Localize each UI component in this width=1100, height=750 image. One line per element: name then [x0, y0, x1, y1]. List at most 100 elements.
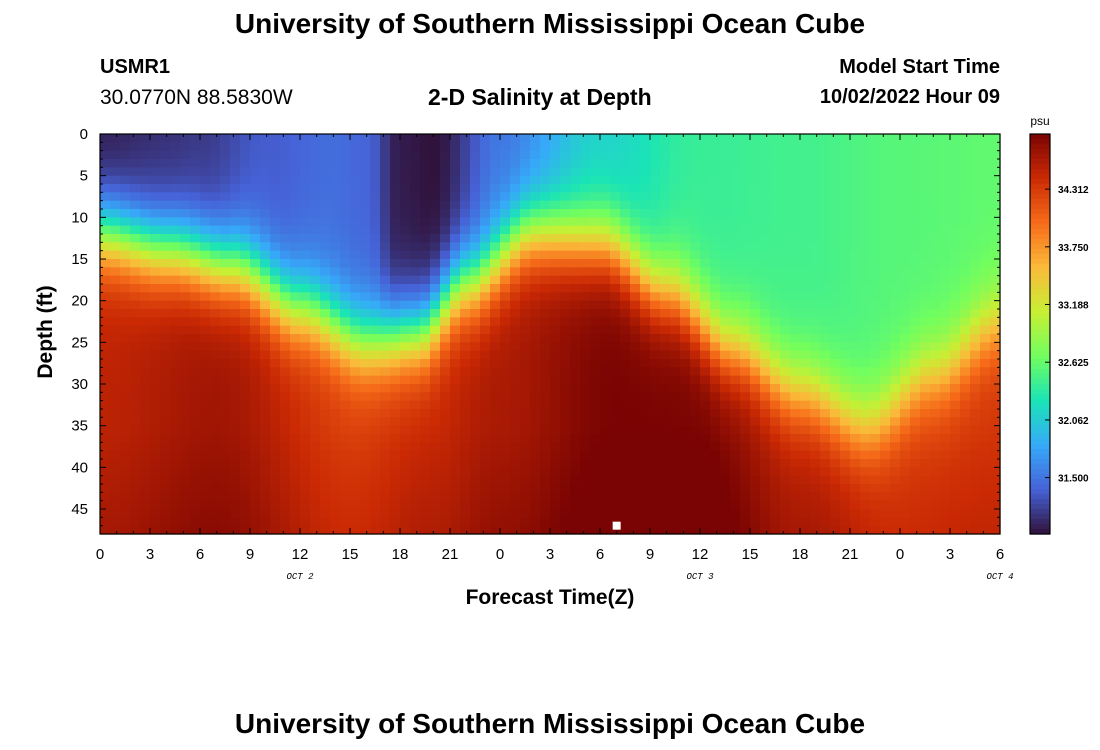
heatmap-cell	[990, 417, 1001, 427]
heatmap-cell	[170, 167, 181, 177]
heatmap-cell	[140, 142, 151, 152]
heatmap-cell	[530, 142, 541, 152]
heatmap-cell	[560, 184, 571, 193]
heatmap-cell	[500, 442, 511, 452]
heatmap-cell	[730, 217, 741, 227]
heatmap-cell	[810, 525, 821, 535]
heatmap-cell	[240, 334, 251, 343]
heatmap-cell	[740, 150, 751, 160]
heatmap-cell	[120, 217, 131, 227]
heatmap-cell	[500, 292, 511, 302]
heatmap-cell	[460, 475, 471, 485]
heatmap-cell	[280, 225, 291, 235]
heatmap-cell	[890, 500, 901, 510]
heatmap-cell	[700, 367, 711, 377]
heatmap-cell	[360, 442, 371, 452]
heatmap-cell	[780, 350, 791, 360]
heatmap-cell	[180, 450, 191, 460]
heatmap-cell	[590, 525, 601, 535]
heatmap-cell	[530, 517, 541, 527]
heatmap-cell	[680, 350, 691, 360]
heatmap-cell	[800, 517, 811, 527]
heatmap-cell	[570, 217, 581, 227]
heatmap-cell	[930, 242, 941, 252]
heatmap-cell	[630, 225, 641, 235]
heatmap-cell	[500, 209, 511, 218]
heatmap-cell	[560, 292, 571, 302]
heatmap-cell	[450, 484, 461, 493]
heatmap-cell	[200, 467, 211, 477]
heatmap-cell	[570, 242, 581, 252]
heatmap-cell	[170, 434, 181, 443]
heatmap-cell	[620, 275, 631, 285]
heatmap-cell	[190, 425, 201, 435]
heatmap-cell	[220, 217, 231, 227]
heatmap-cell	[760, 150, 771, 160]
heatmap-cell	[320, 184, 331, 193]
heatmap-cell	[860, 259, 871, 268]
heatmap-cell	[370, 284, 381, 293]
heatmap-cell	[490, 267, 501, 277]
heatmap-cell	[640, 400, 651, 410]
heatmap-cell	[410, 325, 421, 335]
heatmap-cell	[820, 292, 831, 302]
heatmap-cell	[180, 259, 191, 268]
heatmap-cell	[260, 184, 271, 193]
heatmap-cell	[410, 425, 421, 435]
heatmap-cell	[370, 384, 381, 393]
heatmap-cell	[120, 367, 131, 377]
heatmap-cell	[220, 284, 231, 293]
heatmap-cell	[450, 492, 461, 502]
heatmap-cell	[180, 375, 191, 385]
heatmap-cell	[130, 359, 141, 368]
heatmap-cell	[620, 367, 631, 377]
heatmap-cell	[890, 267, 901, 277]
heatmap-cell	[850, 417, 861, 427]
heatmap-cell	[400, 492, 411, 502]
heatmap-cell	[950, 175, 961, 185]
heatmap-cell	[410, 450, 421, 460]
heatmap-cell	[290, 300, 301, 310]
heatmap-cell	[280, 392, 291, 402]
heatmap-cell	[440, 142, 451, 152]
heatmap-cell	[840, 517, 851, 527]
heatmap-cell	[470, 475, 481, 485]
heatmap-cell	[430, 242, 441, 252]
colorbar-segment	[1030, 239, 1050, 245]
heatmap-cell	[730, 275, 741, 285]
heatmap-cell	[340, 209, 351, 218]
heatmap-cell	[600, 200, 611, 210]
heatmap-cell	[370, 509, 381, 518]
heatmap-cell	[360, 159, 371, 168]
heatmap-cell	[750, 209, 761, 218]
heatmap-cell	[510, 309, 521, 318]
heatmap-cell	[560, 142, 571, 152]
heatmap-cell	[540, 217, 551, 227]
heatmap-cell	[340, 509, 351, 518]
heatmap-cell	[530, 150, 541, 160]
heatmap-cell	[950, 350, 961, 360]
heatmap-cell	[770, 509, 781, 518]
heatmap-cell	[350, 167, 361, 177]
heatmap-cell	[600, 167, 611, 177]
heatmap-cell	[240, 317, 251, 327]
heatmap-cell	[640, 142, 651, 152]
heatmap-cell	[790, 142, 801, 152]
heatmap-cell	[500, 200, 511, 210]
heatmap-cell	[990, 192, 1001, 202]
heatmap-cell	[650, 267, 661, 277]
heatmap-cell	[780, 375, 791, 385]
heatmap-cell	[960, 342, 971, 352]
heatmap-cell	[840, 134, 851, 143]
heatmap-cell	[810, 492, 821, 502]
heatmap-cell	[300, 392, 311, 402]
heatmap-cell	[360, 434, 371, 443]
heatmap-cell	[490, 359, 501, 368]
heatmap-cell	[250, 500, 261, 510]
heatmap-cell	[950, 267, 961, 277]
heatmap-cell	[160, 192, 171, 202]
heatmap-cell	[720, 509, 731, 518]
heatmap-cell	[290, 359, 301, 368]
heatmap-cell	[550, 475, 561, 485]
heatmap-cell	[610, 450, 621, 460]
